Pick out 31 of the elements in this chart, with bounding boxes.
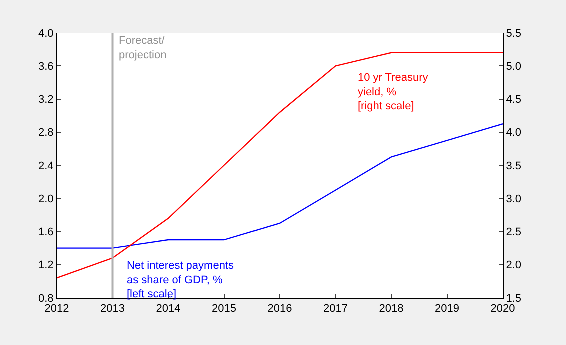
x-tick-label: 2013	[100, 303, 125, 316]
y-tick-label: 2.0	[38, 193, 54, 206]
y-tick-label: 1.6	[38, 226, 54, 239]
x-tick-label: 2012	[44, 303, 70, 316]
y2-tick-label: 5.5	[506, 28, 522, 40]
ref-line-label: Forecast/ projection	[119, 35, 167, 62]
y-tick-label: 1.2	[38, 260, 54, 272]
x-tick-label: 2015	[212, 303, 236, 316]
y2-tick-label: 1.5	[506, 292, 522, 305]
y2-tick-label: 4.5	[506, 94, 522, 106]
x-tick-label: 2020	[490, 303, 516, 316]
y-tick-label: 0.8	[38, 292, 54, 305]
y-tick-label: 4.0	[38, 28, 54, 40]
x-tick-label: 2014	[156, 303, 181, 316]
y2-tick-label: 3.5	[506, 160, 522, 172]
y-tick-label: 2.8	[38, 127, 54, 140]
x-tick-label: 2018	[379, 303, 404, 316]
y-tick-label: 3.2	[38, 94, 54, 106]
y2-tick-label: 5.0	[506, 60, 522, 73]
series-label: Net interest payments as share of GDP, % [left scale]	[127, 260, 234, 301]
y2-tick-label: 2.0	[506, 260, 522, 272]
y2-tick-label: 2.5	[506, 226, 522, 239]
series-label: 10 yr Treasury yield, % [right scale]	[358, 72, 429, 113]
x-tick-label: 2016	[268, 303, 292, 316]
y2-tick-label: 3.0	[506, 193, 522, 206]
x-tick-label: 2017	[324, 303, 348, 316]
y-tick-label: 2.4	[38, 160, 54, 172]
y-tick-label: 3.6	[38, 60, 54, 73]
x-tick-label: 2019	[435, 303, 460, 316]
y2-tick-label: 4.0	[506, 127, 522, 140]
line-series	[57, 123, 503, 249]
